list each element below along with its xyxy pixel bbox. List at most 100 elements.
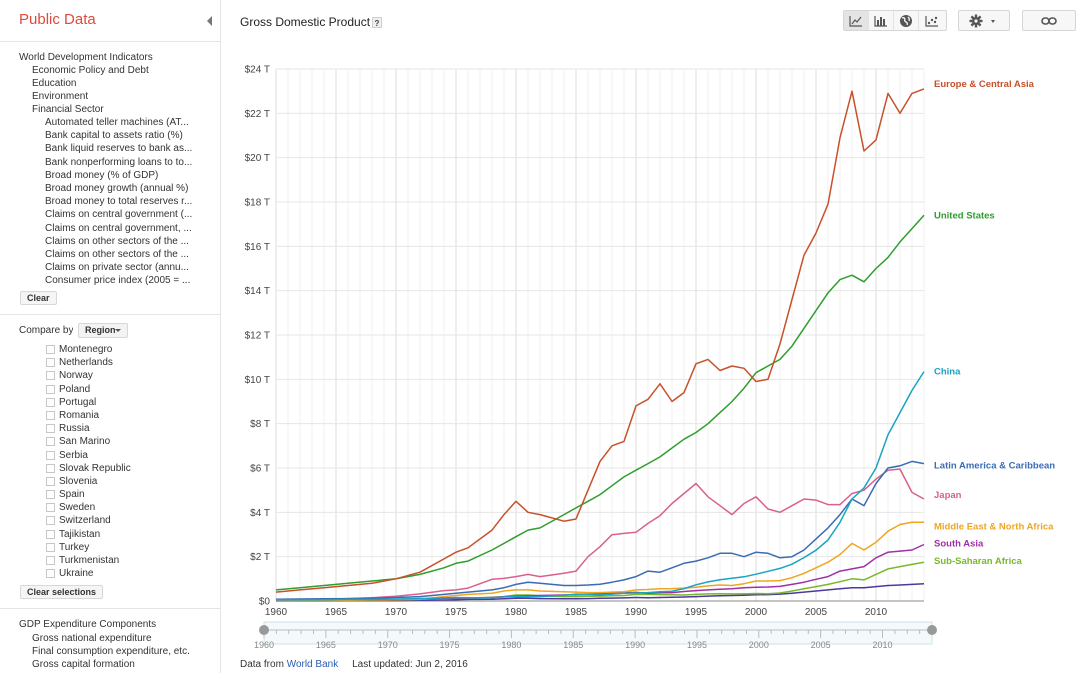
tree-item-economic-policy[interactable]: Economic Policy and Debt	[32, 64, 149, 77]
line-chart-icon[interactable]	[844, 11, 869, 30]
country-list[interactable]: Montenegro Netherlands Norway Poland Portuga…	[45, 343, 205, 581]
series-line-china[interactable]	[275, 371, 925, 601]
indicator-item[interactable]: Automated teller machines (AT...	[45, 117, 189, 128]
country-item[interactable]: Slovenia	[45, 475, 205, 488]
timeline-handle-end[interactable]	[927, 625, 937, 635]
compare-by-toggle[interactable]: Compare by	[19, 324, 73, 337]
country-checkbox[interactable]	[46, 569, 55, 579]
tree-item-education[interactable]: Education	[32, 77, 76, 90]
scatter-chart-icon[interactable]	[919, 11, 944, 30]
collapse-sidebar-icon[interactable]	[207, 16, 212, 26]
country-label: Romania	[59, 409, 100, 421]
timeline-slider[interactable]: 1960 1965 1970 1975 1980 1985 1990 1995 2000 2005…	[254, 621, 937, 650]
country-item[interactable]: Sweden	[45, 501, 205, 514]
tree-item-gne[interactable]: Gross national expenditure	[32, 632, 152, 645]
bar-chart-icon[interactable]	[869, 11, 894, 30]
legend-label[interactable]: China	[934, 367, 961, 378]
indicator-item[interactable]: Broad money to total reserves r...	[45, 196, 193, 208]
country-item[interactable]: Tajikistan	[45, 528, 205, 541]
tree-item-financial-sector[interactable]: Financial Sector	[32, 103, 104, 116]
region-select[interactable]: Region	[78, 323, 128, 338]
country-checkbox[interactable]	[46, 529, 55, 539]
tree-root-gdp[interactable]: GDP Expenditure Components	[19, 618, 156, 631]
clear-button[interactable]: Clear	[20, 291, 57, 305]
link-button[interactable]	[1022, 10, 1076, 31]
tree-item-final-consumption[interactable]: Final consumption expenditure, etc.	[32, 645, 190, 658]
legend-label[interactable]: Latin America & Caribbean	[934, 461, 1055, 472]
country-item[interactable]: Norway	[45, 369, 205, 382]
legend-label[interactable]: United States	[934, 210, 995, 221]
country-item[interactable]: San Marino	[45, 435, 205, 448]
indicator-item[interactable]: Claims on private sector (annu...	[45, 262, 189, 274]
tree-item-label: Education	[32, 78, 77, 89]
country-checkbox[interactable]	[46, 503, 55, 513]
country-checkbox[interactable]	[46, 397, 55, 407]
country-checkbox[interactable]	[46, 384, 55, 394]
country-item[interactable]: Portugal	[45, 396, 205, 409]
link-icon[interactable]	[1023, 11, 1075, 30]
x-tick-label: 1985	[565, 607, 588, 618]
country-label: Ukraine	[59, 568, 94, 580]
country-checkbox[interactable]	[46, 450, 55, 460]
indicator-item[interactable]: Broad money (% of GDP)	[45, 169, 159, 181]
legend-label[interactable]: Europe & Central Asia	[934, 79, 1035, 90]
country-item[interactable]: Serbia	[45, 449, 205, 462]
indicator-list[interactable]: Automated teller machines (AT... Bank cap…	[45, 116, 195, 286]
settings-menu[interactable]	[958, 10, 1010, 31]
globe-icon[interactable]	[894, 11, 919, 30]
country-checkbox[interactable]	[46, 410, 55, 420]
country-item[interactable]: Slovak Republic	[45, 462, 205, 475]
country-label: Poland	[59, 383, 91, 395]
indicator-item[interactable]: Broad money growth (annual %)	[45, 182, 189, 194]
tree-item-gcf[interactable]: Gross capital formation	[32, 658, 135, 671]
indicator-item[interactable]: Claims on other sectors of the ...	[45, 248, 189, 260]
country-item[interactable]: Montenegro	[45, 343, 205, 356]
country-checkbox[interactable]	[46, 490, 55, 500]
series-line-united-states[interactable]	[275, 214, 925, 591]
indicator-item[interactable]: Bank liquid reserves to bank as...	[45, 143, 193, 155]
series-line-latin-america-caribbean[interactable]	[275, 460, 925, 600]
data-source-link[interactable]: World Bank	[286, 659, 339, 670]
country-checkbox[interactable]	[46, 358, 55, 368]
indicator-item[interactable]: Bank nonperforming loans to to...	[45, 156, 193, 168]
app-title[interactable]: Public Data	[19, 11, 96, 28]
legend-label[interactable]: Middle East & North Africa	[934, 521, 1054, 532]
legend-label[interactable]: Sub-Saharan Africa	[934, 556, 1023, 567]
indicator-item[interactable]: Bank capital to assets ratio (%)	[45, 130, 183, 142]
indicator-item[interactable]: Claims on other sectors of the ...	[45, 235, 189, 247]
country-item[interactable]: Spain	[45, 488, 205, 501]
tree-item-environment[interactable]: Environment	[32, 90, 88, 103]
country-checkbox[interactable]	[46, 463, 55, 473]
country-item[interactable]: Romania	[45, 409, 205, 422]
country-item[interactable]: Russia	[45, 422, 205, 435]
timeline-handle-start[interactable]	[259, 625, 269, 635]
country-checkbox[interactable]	[46, 542, 55, 552]
tree-root-label: GDP Expenditure Components	[19, 619, 157, 630]
country-item[interactable]: Ukraine	[45, 567, 205, 580]
indicator-item[interactable]: Claims on central government, ...	[45, 222, 192, 234]
clear-selections-button[interactable]: Clear selections	[20, 585, 104, 599]
help-button[interactable]: ?	[372, 17, 382, 28]
country-checkbox[interactable]	[46, 345, 55, 354]
tree-root-wdi[interactable]: World Development Indicators	[19, 51, 153, 64]
country-checkbox[interactable]	[46, 556, 55, 565]
country-checkbox[interactable]	[46, 516, 55, 526]
legend-label[interactable]: South Asia	[934, 538, 984, 549]
series-line-middle-east-north-africa[interactable]	[276, 521, 924, 602]
country-item[interactable]: Turkey	[45, 541, 205, 554]
legend-label[interactable]: Japan	[934, 490, 962, 501]
gear-icon[interactable]	[959, 11, 1009, 30]
series-line-europe-central-asia[interactable]	[275, 88, 925, 593]
country-item[interactable]: Switzerland	[45, 514, 205, 527]
country-checkbox[interactable]	[46, 371, 55, 381]
country-item[interactable]: Netherlands	[45, 356, 205, 369]
country-checkbox[interactable]	[46, 424, 55, 434]
country-checkbox[interactable]	[46, 476, 55, 486]
country-item[interactable]: Poland	[45, 383, 205, 396]
country-item[interactable]: Turkmenistan	[45, 554, 205, 567]
country-checkbox[interactable]	[46, 437, 55, 447]
series-line-japan[interactable]	[275, 468, 925, 601]
indicator-item[interactable]: Claims on central government (...	[45, 209, 193, 221]
indicator-item[interactable]: Consumer price index (2005 = ...	[45, 275, 191, 286]
series-line-other[interactable]	[276, 582, 925, 602]
